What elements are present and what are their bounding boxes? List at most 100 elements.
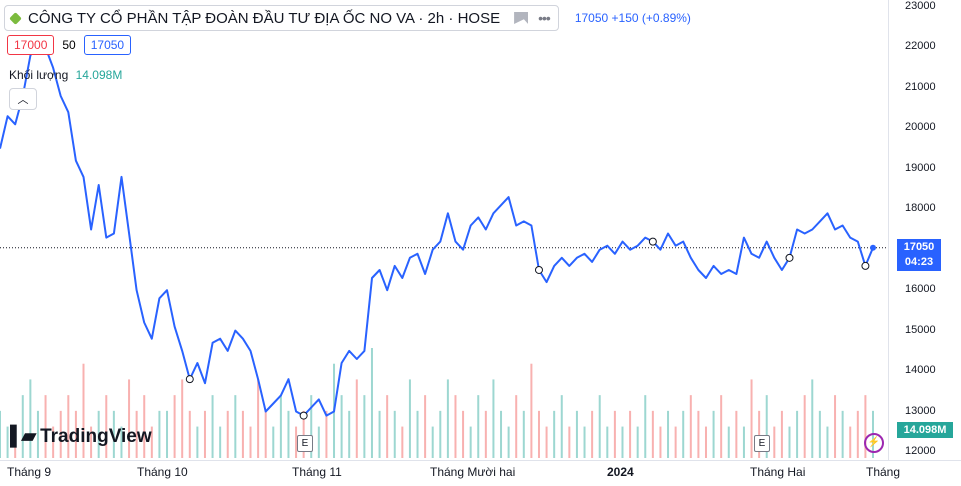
- volume-bar: [302, 410, 305, 458]
- volume-bar: [773, 426, 776, 458]
- volume-bar: [811, 379, 814, 458]
- price-axis[interactable]: 2300022000210002000019000180001700016000…: [888, 0, 961, 460]
- volume-bar: [355, 379, 358, 458]
- volume-bar: [659, 426, 662, 458]
- volume-bar: [173, 395, 176, 458]
- volume-bar: [720, 395, 723, 458]
- time-axis[interactable]: Tháng 9 Tháng 10 Tháng 11 Tháng Mười hai 202…: [0, 460, 961, 486]
- volume-bar: [234, 395, 237, 458]
- volume-bar: [120, 426, 123, 458]
- bid-ask-row: 17000 50 17050: [7, 35, 132, 55]
- volume-bar: [105, 395, 108, 458]
- earnings-event-badge[interactable]: E: [754, 435, 770, 452]
- volume-bar: [849, 426, 852, 458]
- last-price-point: [870, 244, 876, 251]
- volume-bar: [477, 395, 480, 458]
- symbol-box[interactable]: CÔNG TY CỔ PHẦN TẬP ĐOÀN ĐẦU TƯ ĐỊA ỐC N…: [4, 5, 559, 31]
- bar-countdown: 04:23: [904, 256, 934, 268]
- volume-bar: [378, 410, 381, 458]
- time-tick-label: Tháng: [866, 465, 901, 479]
- volume-bar: [90, 426, 93, 458]
- current-price-value: 17050: [903, 241, 935, 253]
- volume-bar: [682, 410, 685, 458]
- volume-bar: [841, 410, 844, 458]
- volume-bar: [462, 410, 465, 458]
- volume-bar: [340, 395, 343, 458]
- volume-bar: [818, 410, 821, 458]
- dividend-marker[interactable]: [785, 253, 794, 262]
- volume-bar: [424, 395, 427, 458]
- volume-bar: [644, 395, 647, 458]
- volume-bar: [431, 426, 434, 458]
- volume-bar: [211, 395, 214, 458]
- time-tick-label: Tháng 10: [137, 465, 188, 479]
- more-dots-icon[interactable]: •••: [538, 10, 551, 26]
- volume-bar: [507, 426, 510, 458]
- price-tick-label: 21000: [905, 80, 936, 93]
- dividend-marker[interactable]: [299, 411, 308, 420]
- volume-bar: [522, 410, 525, 458]
- dividend-marker[interactable]: [861, 261, 870, 270]
- volume-label: Khối lượng: [9, 68, 69, 82]
- volume-bar: [128, 379, 131, 458]
- volume-bar: [158, 410, 161, 458]
- tv-mark-icon: ▌▰: [10, 426, 36, 447]
- symbol-header[interactable]: CÔNG TY CỔ PHẦN TẬP ĐOÀN ĐẦU TƯ ĐỊA ỐC N…: [4, 5, 691, 31]
- bid-button[interactable]: 17000: [7, 35, 55, 55]
- volume-bar: [143, 395, 146, 458]
- time-tick-label: Tháng Hai: [750, 465, 806, 479]
- volume-bar: [0, 410, 1, 458]
- price-series-line[interactable]: [0, 42, 874, 417]
- volume-bar: [598, 395, 601, 458]
- volume-bar: [674, 426, 677, 458]
- volume-bar: [52, 426, 55, 458]
- price-tick-label: 23000: [905, 0, 936, 12]
- volume-bar: [545, 426, 548, 458]
- price-tick-label: 12000: [905, 445, 936, 457]
- volume-bar: [21, 395, 24, 458]
- volume-bar: [386, 395, 389, 458]
- volume-bar: [264, 410, 267, 458]
- price-tick-label: 15000: [905, 323, 936, 336]
- earnings-event-badge[interactable]: E: [297, 435, 313, 452]
- lightning-icon[interactable]: ⚡: [864, 433, 884, 453]
- volume-bar: [758, 410, 761, 458]
- volume-legend: Khối lượng 14.098M: [9, 68, 122, 82]
- price-change: +150 (+0.89%): [611, 11, 691, 25]
- dividend-marker[interactable]: [534, 265, 543, 274]
- dividend-marker[interactable]: [648, 237, 657, 246]
- volume-bar: [14, 426, 17, 458]
- tradingview-logo[interactable]: ▌▰ TradingView: [10, 425, 152, 448]
- volume-bar: [537, 410, 540, 458]
- volume-bar: [67, 395, 70, 458]
- volume-bar: [279, 395, 282, 458]
- volume-bar: [484, 410, 487, 458]
- volume-bar: [826, 426, 829, 458]
- volume-bar: [742, 426, 745, 458]
- volume-bar: [416, 410, 419, 458]
- chevron-up-icon: ︿: [17, 94, 29, 106]
- spread-value: 50: [62, 38, 76, 52]
- volume-bar: [575, 410, 578, 458]
- volume-bar: [864, 395, 867, 458]
- logo-text: TradingView: [40, 425, 152, 447]
- volume-bar: [203, 410, 206, 458]
- symbol-title: CÔNG TY CỔ PHẦN TẬP ĐOÀN ĐẦU TƯ ĐỊA ỐC N…: [28, 9, 501, 27]
- volume-bar: [780, 410, 783, 458]
- flag-icon[interactable]: [514, 12, 529, 24]
- volume-bar: [59, 410, 62, 458]
- volume-bar: [583, 426, 586, 458]
- current-price-tag: 17050 04:23: [897, 239, 941, 271]
- volume-bar: [651, 410, 654, 458]
- volume-bar: [689, 395, 692, 458]
- volume-bar: [606, 426, 609, 458]
- ask-button[interactable]: 17050: [83, 35, 132, 55]
- dividend-marker[interactable]: [185, 375, 194, 384]
- volume-bar: [469, 426, 472, 458]
- volume-bar: [697, 410, 700, 458]
- collapse-button[interactable]: ︿: [9, 88, 37, 110]
- volume-bar: [530, 363, 533, 458]
- volume-bar: [272, 426, 275, 458]
